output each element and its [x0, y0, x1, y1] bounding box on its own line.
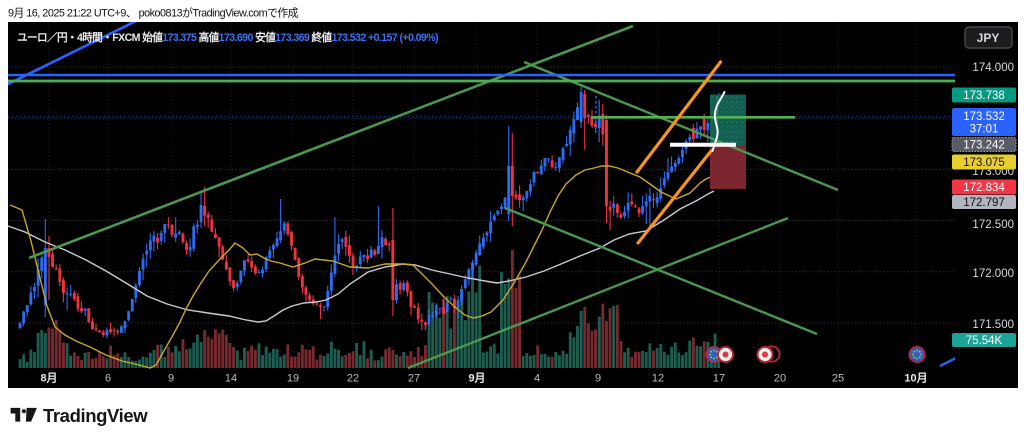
svg-text:9: 9 — [168, 373, 174, 385]
svg-text:37:01: 37:01 — [970, 124, 999, 136]
svg-text:ユーロ／円・4時間・FXCM 始値173.375 高値1: ユーロ／円・4時間・FXCM 始値173.375 高値173.690 安値173… — [17, 31, 438, 44]
svg-text:173.532: 173.532 — [963, 111, 1005, 123]
svg-text:172.834: 172.834 — [963, 182, 1005, 194]
svg-text:8月: 8月 — [40, 372, 57, 385]
svg-text:174.000: 174.000 — [972, 62, 1014, 74]
svg-text:4: 4 — [534, 373, 540, 385]
svg-text:20: 20 — [774, 373, 786, 385]
svg-text:TradingView: TradingView — [43, 405, 148, 426]
svg-text:173.738: 173.738 — [963, 90, 1005, 102]
svg-text:75.54K: 75.54K — [966, 335, 1003, 347]
svg-text:17: 17 — [713, 373, 725, 385]
svg-text:10月: 10月 — [904, 372, 927, 385]
svg-text:173.075: 173.075 — [963, 157, 1005, 169]
svg-text:9月 16, 2025 21:22 UTC+9、 poko0: 9月 16, 2025 21:22 UTC+9、 poko0813がTradin… — [8, 6, 299, 20]
svg-text:JPY: JPY — [977, 31, 1000, 45]
svg-text:25: 25 — [832, 373, 844, 385]
svg-text:14: 14 — [225, 373, 237, 385]
svg-text:12: 12 — [652, 373, 664, 385]
svg-text:6: 6 — [105, 373, 111, 385]
svg-text:171.500: 171.500 — [972, 319, 1014, 331]
svg-text:172.500: 172.500 — [972, 219, 1014, 231]
svg-text:27: 27 — [408, 373, 420, 385]
svg-text:173.242: 173.242 — [963, 140, 1005, 152]
svg-text:22: 22 — [347, 373, 359, 385]
svg-text:9月: 9月 — [468, 372, 485, 385]
svg-text:9: 9 — [595, 373, 601, 385]
svg-text:172.797: 172.797 — [963, 197, 1005, 209]
svg-text:19: 19 — [287, 373, 299, 385]
svg-text:172.000: 172.000 — [972, 268, 1014, 280]
